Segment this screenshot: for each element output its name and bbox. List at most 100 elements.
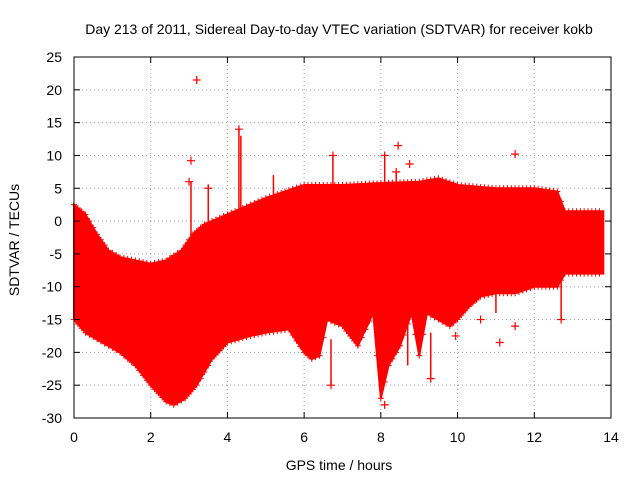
envelope-lower-marker (316, 352, 323, 359)
envelope-upper-marker (251, 200, 258, 207)
envelope-lower-marker (247, 332, 254, 339)
envelope-lower-marker (113, 347, 120, 354)
envelope-upper-marker (289, 185, 296, 192)
envelope-lower-marker (189, 386, 196, 393)
envelope-upper-marker (285, 187, 292, 194)
envelope-upper-marker (201, 221, 208, 228)
envelope-lower-marker (339, 323, 346, 330)
envelope-upper-marker (166, 255, 173, 262)
envelope-upper-marker (101, 242, 108, 249)
envelope-lower-marker (431, 314, 438, 321)
envelope-lower-marker (362, 326, 369, 333)
y-tick-label: -15 (42, 312, 62, 328)
envelope-lower-marker (212, 351, 219, 358)
envelope-lower-marker (324, 316, 331, 323)
envelope-lower-marker (312, 354, 319, 361)
envelope-upper-marker (220, 213, 227, 220)
x-tick-label: 6 (300, 429, 308, 445)
envelope-lower-marker (101, 340, 108, 347)
x-tick-label: 4 (224, 429, 232, 445)
envelope-lower-marker (220, 343, 227, 350)
envelope-lower-marker (170, 401, 177, 408)
y-tick-label: 0 (54, 213, 62, 229)
envelope-lower-marker (523, 286, 530, 293)
envelope-upper-marker (132, 257, 139, 264)
envelope-upper-marker (163, 257, 170, 264)
envelope-lower-marker (527, 285, 534, 292)
envelope-upper-marker (542, 186, 549, 193)
envelope-upper-marker (128, 256, 135, 263)
envelope-lower-marker (174, 399, 181, 406)
envelope-lower-marker (512, 290, 519, 297)
envelope-lower-marker (435, 316, 442, 323)
y-tick-label: 25 (46, 49, 62, 65)
envelope-upper-marker (550, 188, 557, 195)
envelope-upper-marker (143, 259, 150, 266)
envelope-lower-marker (304, 352, 311, 359)
envelope-lower-marker (182, 395, 189, 402)
envelope-upper-marker (74, 204, 81, 211)
data-point (380, 400, 389, 409)
envelope-upper-marker (151, 259, 158, 266)
envelope-upper-marker (94, 231, 101, 238)
envelope-lower-marker (155, 390, 162, 397)
envelope-upper-marker (155, 259, 162, 266)
envelope-upper-marker (443, 178, 450, 185)
envelope-upper-marker (124, 255, 131, 262)
envelope-lower-marker (400, 331, 407, 338)
envelope-lower-marker (331, 319, 338, 326)
envelope-lower-marker (251, 332, 258, 339)
envelope-lower-marker (366, 318, 373, 325)
envelope-upper-marker (558, 198, 565, 205)
envelope-lower-marker (443, 320, 450, 327)
x-tick-label: 14 (603, 429, 619, 445)
envelope-lower-marker (374, 352, 381, 359)
envelope-lower-marker (136, 367, 143, 374)
envelope-upper-marker (109, 249, 116, 256)
data-point (380, 151, 389, 160)
envelope-upper-marker (274, 191, 281, 198)
data-density-region (73, 177, 605, 406)
data-point (185, 177, 194, 186)
envelope-upper-marker (140, 259, 147, 266)
envelope-upper-marker (255, 198, 262, 205)
envelope-lower-marker (159, 394, 166, 401)
data-point (495, 338, 504, 347)
y-tick-label: -30 (42, 410, 62, 426)
envelope-lower-marker (274, 328, 281, 335)
envelope-lower-marker (178, 397, 185, 404)
y-tick-label: -5 (50, 246, 63, 262)
envelope-lower-marker (258, 330, 265, 337)
envelope-lower-marker (232, 337, 239, 344)
envelope-lower-marker (243, 334, 250, 341)
x-tick-label: 12 (526, 429, 542, 445)
envelope-lower-marker (109, 344, 116, 351)
envelope-upper-marker (216, 214, 223, 221)
envelope-lower-marker (82, 329, 89, 336)
envelope-upper-marker (281, 188, 288, 195)
envelope-upper-marker (105, 247, 112, 254)
data-point (328, 151, 337, 160)
envelope-lower-marker (78, 325, 85, 332)
envelope-lower-marker (143, 377, 150, 384)
x-tick-label: 8 (377, 429, 385, 445)
envelope-upper-marker (178, 247, 185, 254)
envelope-upper-marker (193, 227, 200, 234)
y-tick-label: 5 (54, 180, 62, 196)
envelope-upper-marker (212, 216, 219, 223)
envelope-upper-marker (554, 188, 561, 195)
data-point (511, 322, 520, 331)
envelope-lower-marker (485, 291, 492, 298)
envelope-upper-marker (113, 252, 120, 259)
envelope-lower-marker (205, 362, 212, 369)
envelope-upper-marker (174, 250, 181, 257)
data-point (557, 315, 566, 324)
envelope-lower-marker (408, 309, 415, 316)
envelope-lower-marker (393, 349, 400, 356)
envelope-lower-marker (347, 332, 354, 339)
envelope-upper-marker (439, 176, 446, 183)
envelope-lower-marker (94, 336, 101, 343)
envelope-lower-marker (454, 316, 461, 323)
envelope-lower-marker (308, 355, 315, 362)
